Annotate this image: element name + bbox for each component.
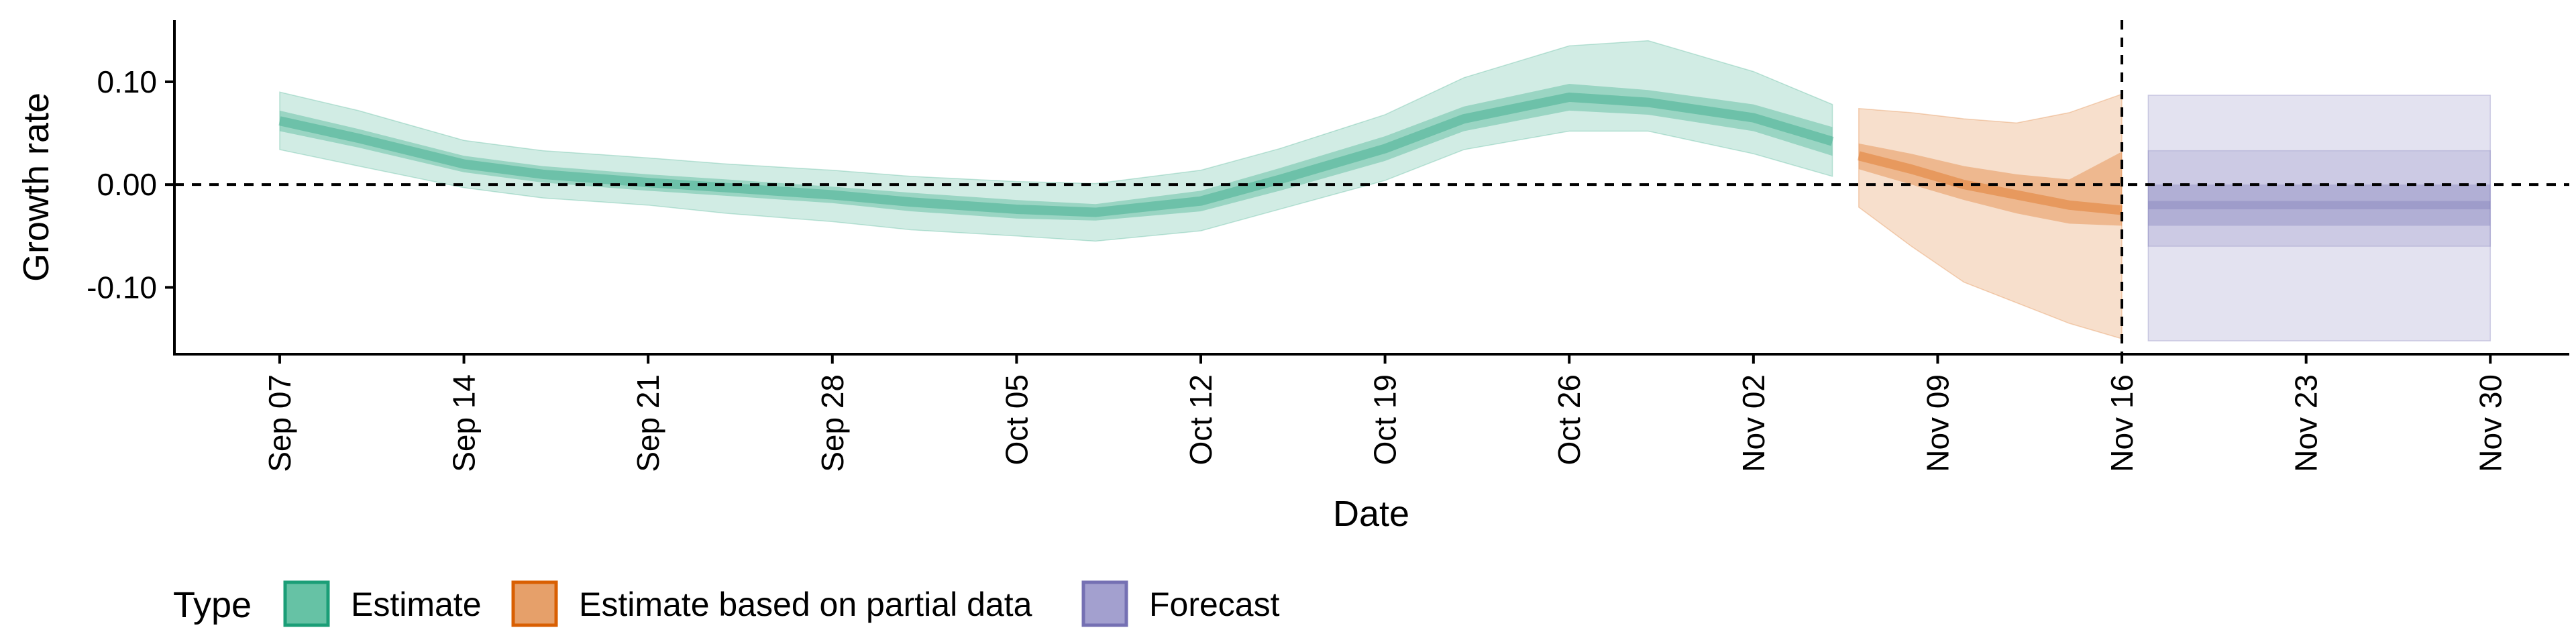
- series-forecast: [2147, 95, 2491, 341]
- plot-bands: [278, 40, 2491, 341]
- axes: [173, 20, 2569, 356]
- legend-label-estimate: Estimate: [351, 586, 482, 623]
- x-tick-label: Nov 30: [2473, 374, 2508, 472]
- legend-title: Type: [173, 585, 252, 625]
- x-axis-title: Date: [1333, 494, 1409, 534]
- x-tick-label: Oct 19: [1368, 374, 1403, 466]
- x-tick-label: Sep 14: [447, 374, 482, 472]
- y-tick-label: -0.10: [87, 270, 157, 305]
- estimate-50-band: [279, 84, 1833, 221]
- reference-lines: [174, 20, 2569, 354]
- forecast-outer-band: [2147, 95, 2491, 341]
- x-tick-label: Sep 21: [631, 374, 665, 472]
- y-tick-label: 0.10: [97, 64, 157, 99]
- x-tick-label: Sep 28: [815, 374, 850, 472]
- x-tick-label: Nov 02: [1736, 374, 1771, 472]
- legend-key-estimate-based-on-partial-data: [511, 580, 558, 627]
- forecast-90-band: [2147, 150, 2491, 247]
- estimate-median-line: [278, 92, 1834, 217]
- y-tick-label: 0.00: [97, 167, 157, 202]
- x-ticks: Sep 07 Sep 14 Sep 21 Sep 28 Oct 05 Oct 12 Oct …: [262, 354, 2508, 472]
- y-axis-title: Growth rate: [16, 93, 56, 282]
- legend: Type Estimate Estimate based on partial d…: [173, 580, 1280, 627]
- x-tick-label: Nov 23: [2289, 374, 2324, 472]
- x-tick-label: Oct 05: [999, 374, 1034, 466]
- legend-label-estimate-based-on-partial-data: Estimate based on partial data: [579, 586, 1032, 623]
- legend-key-estimate: [283, 580, 330, 627]
- x-tick-label: Sep 07: [262, 374, 297, 472]
- legend-label-forecast: Forecast: [1149, 586, 1280, 623]
- x-tick-label: Oct 26: [1552, 374, 1587, 466]
- forecast-50-band: [2148, 184, 2491, 226]
- estimate-based-on-partial-data-median-line: [1858, 151, 2123, 215]
- x-tick-label: Nov 09: [1920, 374, 1955, 472]
- y-ticks: 0.10 0.00 -0.10: [87, 64, 174, 305]
- forecast-median-band: [2148, 201, 2491, 209]
- x-tick-label: Oct 12: [1183, 374, 1218, 466]
- x-tick-label: Nov 16: [2104, 374, 2139, 472]
- series-estimate-based-on-partial-data: [1858, 93, 2123, 340]
- estimate-90-band: [279, 40, 1833, 242]
- legend-key-forecast: [1081, 580, 1128, 627]
- series-estimate: [278, 40, 1834, 242]
